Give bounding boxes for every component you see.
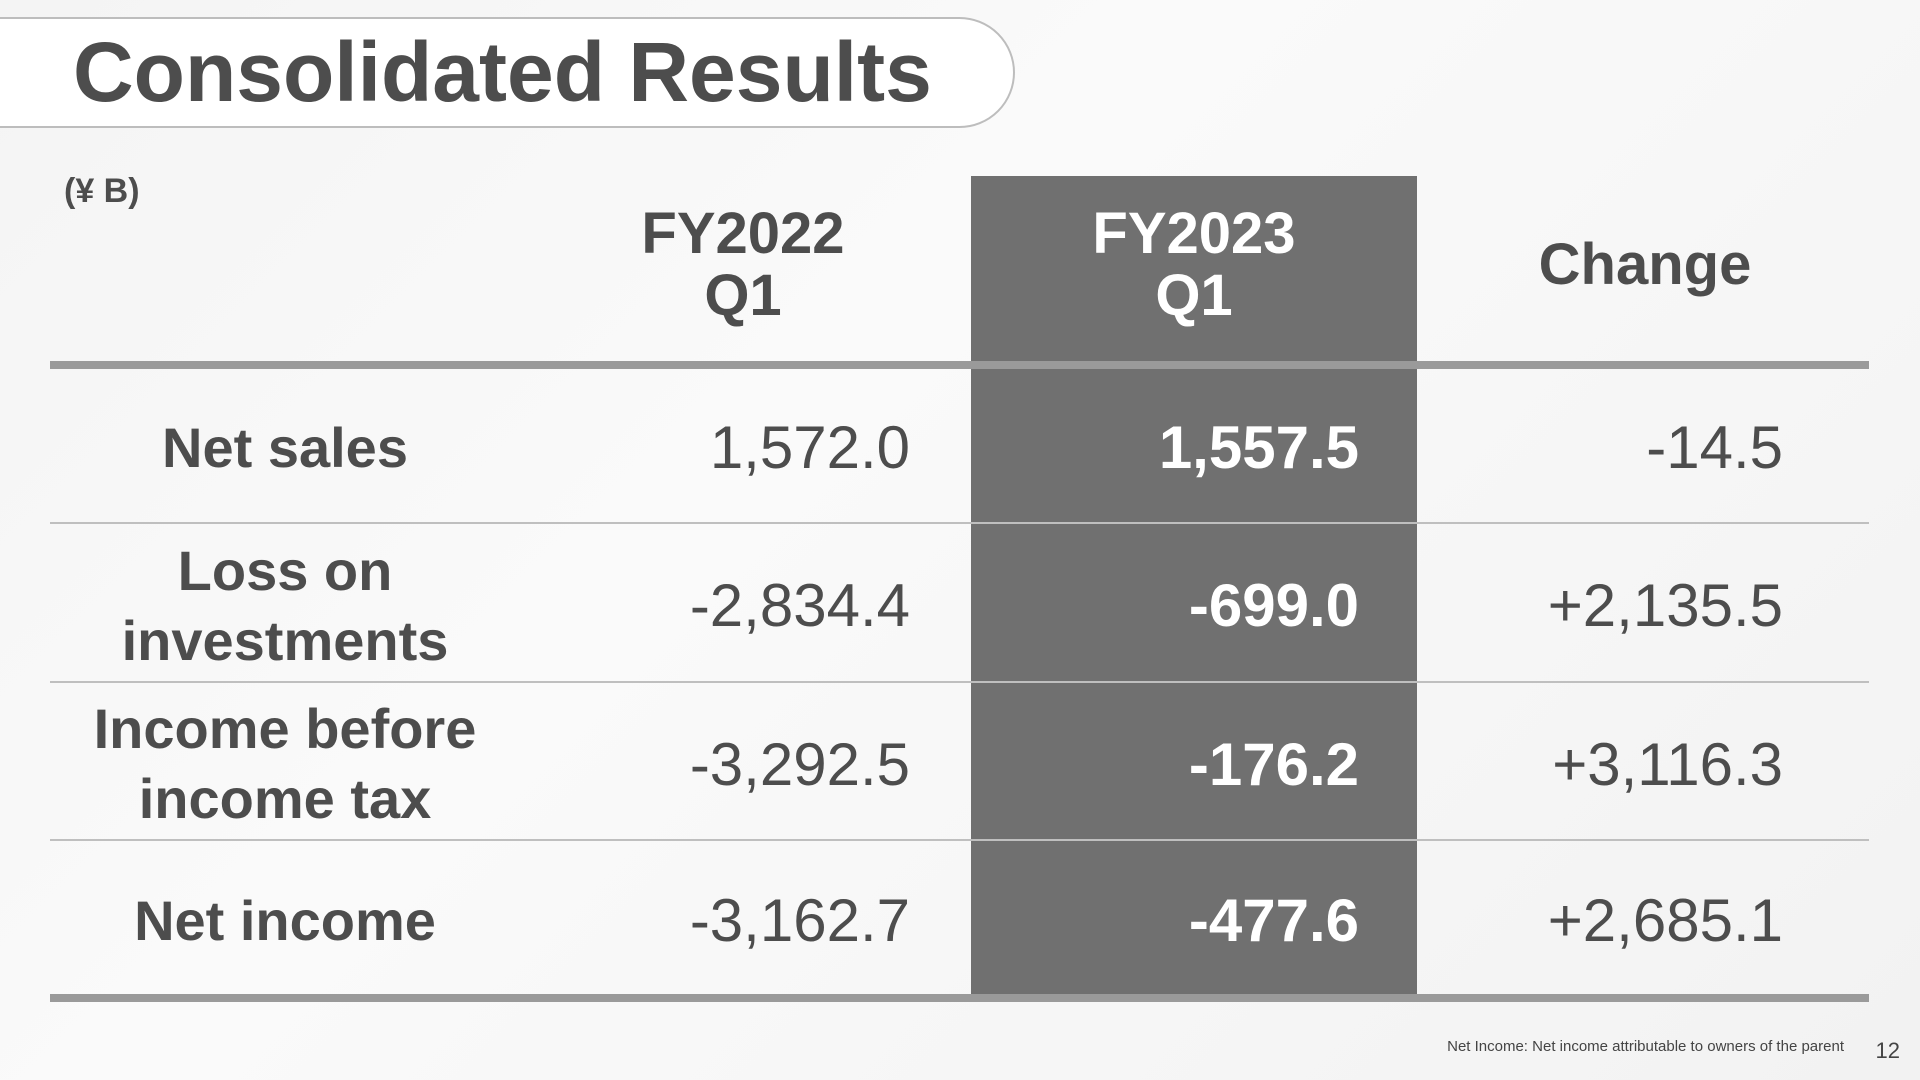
unit: (¥ B) xyxy=(64,172,140,210)
cell: +2,685.1 xyxy=(1547,887,1783,954)
row-label: Net sales xyxy=(162,415,408,479)
cell: 1,557.5 xyxy=(1158,414,1359,481)
row-label: Net income xyxy=(134,888,436,952)
cell: -176.2 xyxy=(1188,730,1359,798)
footnote: Net Income: Net income attributable to o… xyxy=(1447,1038,1844,1055)
cell: -3,162.7 xyxy=(689,887,910,954)
cell: -699.0 xyxy=(1188,572,1359,639)
row-label: Loss on investments xyxy=(121,538,449,672)
row-rule xyxy=(50,681,1869,683)
row-rule xyxy=(50,839,1869,841)
cell: -477.6 xyxy=(1188,887,1359,954)
page-number: 12 xyxy=(1875,1038,1900,1063)
cell: -14.5 xyxy=(1646,414,1783,481)
bottom-rule xyxy=(50,994,1869,1002)
title-frame xyxy=(0,17,1015,128)
column-header: FY2023 Q1 xyxy=(1092,201,1296,328)
column-header: FY2022 Q1 xyxy=(641,201,845,328)
row-rule xyxy=(50,522,1869,524)
cell: -2,834.4 xyxy=(689,572,910,639)
highlight-column xyxy=(971,176,1417,998)
cell: 1,572.0 xyxy=(709,414,910,481)
row-label: Income before income tax xyxy=(93,697,477,830)
cell: -3,292.5 xyxy=(689,730,910,798)
header-rule xyxy=(50,361,1869,369)
title: Consolidated Results xyxy=(73,25,932,119)
column-header: Change xyxy=(1538,232,1752,297)
cell: +2,135.5 xyxy=(1547,572,1783,639)
cell: +3,116.3 xyxy=(1552,730,1783,798)
